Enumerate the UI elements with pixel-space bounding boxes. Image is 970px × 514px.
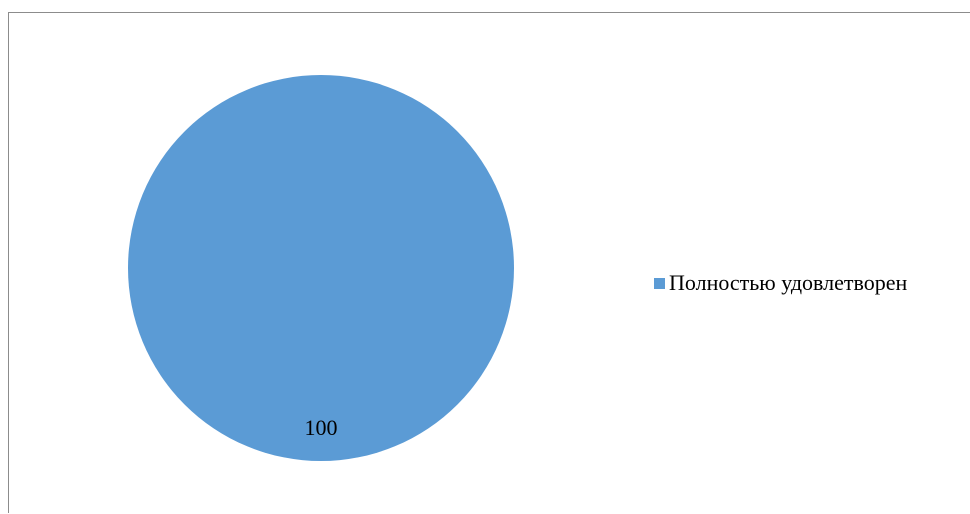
chart-area: 100 Полностью удовлетворен	[8, 12, 970, 513]
pie-chart: 100	[128, 75, 514, 461]
data-label: 100	[305, 415, 338, 440]
legend-swatch	[654, 277, 665, 289]
legend-label: Полностью удовлетворен	[669, 270, 908, 295]
legend: Полностью удовлетворен	[654, 270, 907, 296]
pie-slice	[128, 75, 514, 461]
